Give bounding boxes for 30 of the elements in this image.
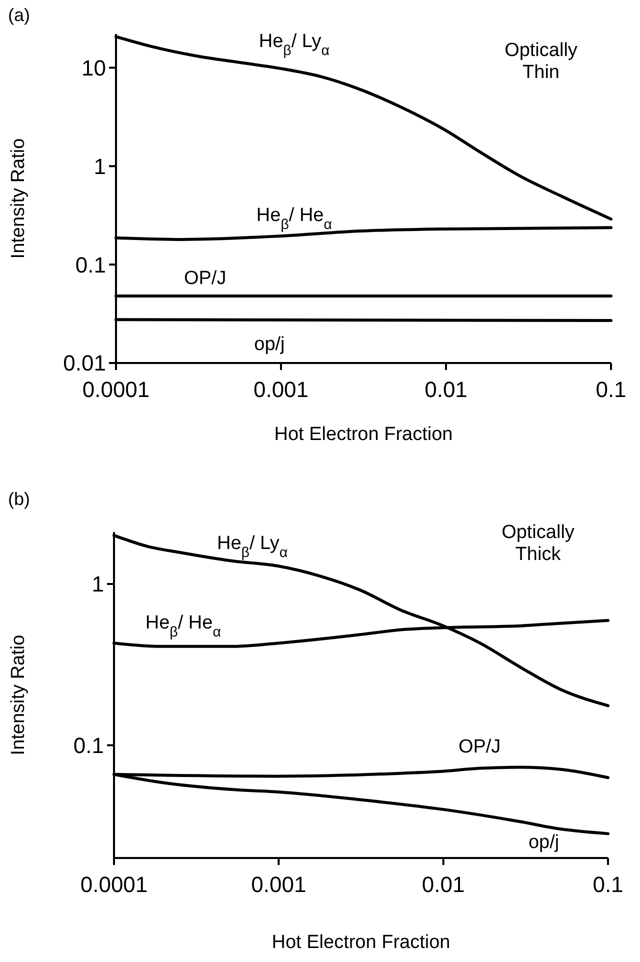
y-tick-label: 0.1 — [75, 252, 106, 278]
y-axis-title: Intensity Ratio — [8, 634, 29, 756]
series-label: OP/J — [458, 736, 501, 758]
x-tick-label: 0.001 — [251, 872, 306, 898]
annotation: Optically Thin — [504, 40, 578, 83]
x-axis-title: Hot Electron Fraction — [272, 932, 450, 953]
y-tick-label: 0.01 — [63, 350, 106, 376]
series-label: op/j — [528, 832, 560, 853]
annotation: Optically Thick — [502, 522, 575, 565]
x-tick-label: 0.1 — [592, 872, 624, 898]
series-label: He$_{β}$/ He$_{α}$ — [145, 612, 221, 640]
y-tick-label: 0.1 — [73, 732, 104, 758]
x-tick-label: 0.1 — [596, 377, 626, 402]
x-tick-label: 0.01 — [422, 872, 465, 898]
y-tick-label: 1 — [94, 154, 106, 179]
series-label: OP/J — [184, 268, 226, 289]
y-tick-label: 1 — [92, 572, 104, 597]
series-label: He$_{β}$/ Ly$_{α}$ — [258, 31, 330, 60]
y-tick-label: 10 — [82, 55, 106, 80]
x-tick-label: 0.001 — [253, 377, 309, 402]
x-tick-label: 0.0001 — [82, 377, 150, 402]
x-tick-label: 0.0001 — [80, 872, 148, 898]
x-axis-title: Hot Electron Fraction — [274, 424, 453, 445]
y-axis-title: Intensity Ratio — [8, 138, 29, 259]
chart-title: (a) — [8, 5, 30, 25]
series-label: He$_{β}$/ He$_{α}$ — [256, 205, 332, 234]
series-label: He$_{β}$/ Ly$_{α}$ — [216, 533, 288, 562]
x-tick-label: 0.01 — [424, 377, 468, 402]
series-label: op/j — [254, 334, 285, 355]
chart-title: (b) — [8, 489, 30, 509]
